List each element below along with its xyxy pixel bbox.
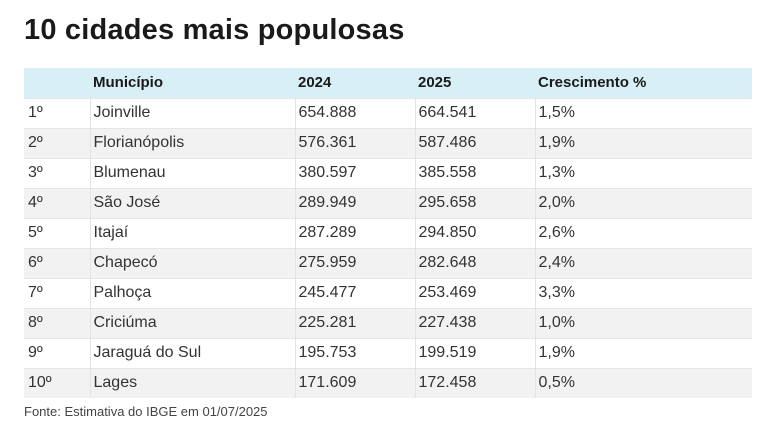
rank-cell: 1º [24, 97, 90, 128]
rank-cell: 10º [24, 367, 90, 398]
city-cell: Criciúma [89, 307, 295, 338]
growth-cell: 3,3% [534, 277, 752, 308]
growth-cell: 2,6% [534, 217, 752, 248]
table-header-row: Município 2024 2025 Crescimento % [24, 68, 752, 98]
table-row: 7º Palhoça 245.477 253.469 3,3% [24, 277, 752, 308]
population-2024-cell: 287.289 [294, 217, 415, 248]
table-row: 2º Florianópolis 576.361 587.486 1,9% [24, 127, 752, 158]
rank-cell: 8º [24, 307, 90, 338]
growth-cell: 1,0% [534, 307, 752, 338]
population-2024-cell: 576.361 [294, 127, 415, 158]
table-row: 5º Itajaí 287.289 294.850 2,6% [24, 217, 752, 248]
header-city: Município [90, 68, 295, 98]
rank-cell: 9º [24, 337, 90, 368]
population-2024-cell: 654.888 [294, 97, 415, 128]
population-2024-cell: 275.959 [294, 247, 415, 278]
table-row: 8º Criciúma 225.281 227.438 1,0% [24, 307, 752, 338]
growth-cell: 0,5% [534, 367, 752, 398]
population-2025-cell: 253.469 [414, 277, 535, 308]
city-cell: Blumenau [89, 157, 295, 188]
growth-cell: 1,9% [534, 337, 752, 368]
city-cell: São José [89, 187, 295, 218]
growth-cell: 2,4% [534, 247, 752, 278]
city-cell: Jaraguá do Sul [89, 337, 295, 368]
population-2024-cell: 171.609 [294, 367, 415, 398]
header-2025: 2025 [415, 68, 535, 98]
city-cell: Itajaí [89, 217, 295, 248]
growth-cell: 1,9% [534, 127, 752, 158]
rank-cell: 6º [24, 247, 90, 278]
population-2025-cell: 587.486 [414, 127, 535, 158]
growth-cell: 1,3% [534, 157, 752, 188]
growth-cell: 1,5% [534, 97, 752, 128]
population-table: Município 2024 2025 Crescimento % 1º Joi… [24, 68, 752, 398]
rank-cell: 7º [24, 277, 90, 308]
city-cell: Palhoça [89, 277, 295, 308]
table-body: 1º Joinville 654.888 664.541 1,5% 2º Flo… [24, 97, 752, 398]
population-2025-cell: 227.438 [414, 307, 535, 338]
page-title: 10 cidades mais populosas [24, 14, 405, 46]
rank-cell: 4º [24, 187, 90, 218]
city-cell: Joinville [89, 97, 295, 128]
table-row: 10º Lages 171.609 172.458 0,5% [24, 367, 752, 398]
header-growth: Crescimento % [535, 68, 752, 98]
population-2025-cell: 294.850 [414, 217, 535, 248]
population-2024-cell: 380.597 [294, 157, 415, 188]
rank-cell: 2º [24, 127, 90, 158]
population-2025-cell: 295.658 [414, 187, 535, 218]
population-2024-cell: 225.281 [294, 307, 415, 338]
population-2025-cell: 385.558 [414, 157, 535, 188]
population-2025-cell: 282.648 [414, 247, 535, 278]
population-2024-cell: 195.753 [294, 337, 415, 368]
rank-cell: 5º [24, 217, 90, 248]
table-row: 1º Joinville 654.888 664.541 1,5% [24, 97, 752, 128]
rank-cell: 3º [24, 157, 90, 188]
population-2024-cell: 289.949 [294, 187, 415, 218]
city-cell: Chapecó [89, 247, 295, 278]
header-2024: 2024 [295, 68, 415, 98]
population-2025-cell: 172.458 [414, 367, 535, 398]
table-row: 4º São José 289.949 295.658 2,0% [24, 187, 752, 218]
source-note: Fonte: Estimativa do IBGE em 01/07/2025 [24, 404, 268, 419]
table-row: 6º Chapecó 275.959 282.648 2,4% [24, 247, 752, 278]
growth-cell: 2,0% [534, 187, 752, 218]
population-2025-cell: 664.541 [414, 97, 535, 128]
city-cell: Florianópolis [89, 127, 295, 158]
population-2025-cell: 199.519 [414, 337, 535, 368]
population-2024-cell: 245.477 [294, 277, 415, 308]
city-cell: Lages [89, 367, 295, 398]
header-rank [24, 68, 90, 98]
table-row: 9º Jaraguá do Sul 195.753 199.519 1,9% [24, 337, 752, 368]
table-row: 3º Blumenau 380.597 385.558 1,3% [24, 157, 752, 188]
